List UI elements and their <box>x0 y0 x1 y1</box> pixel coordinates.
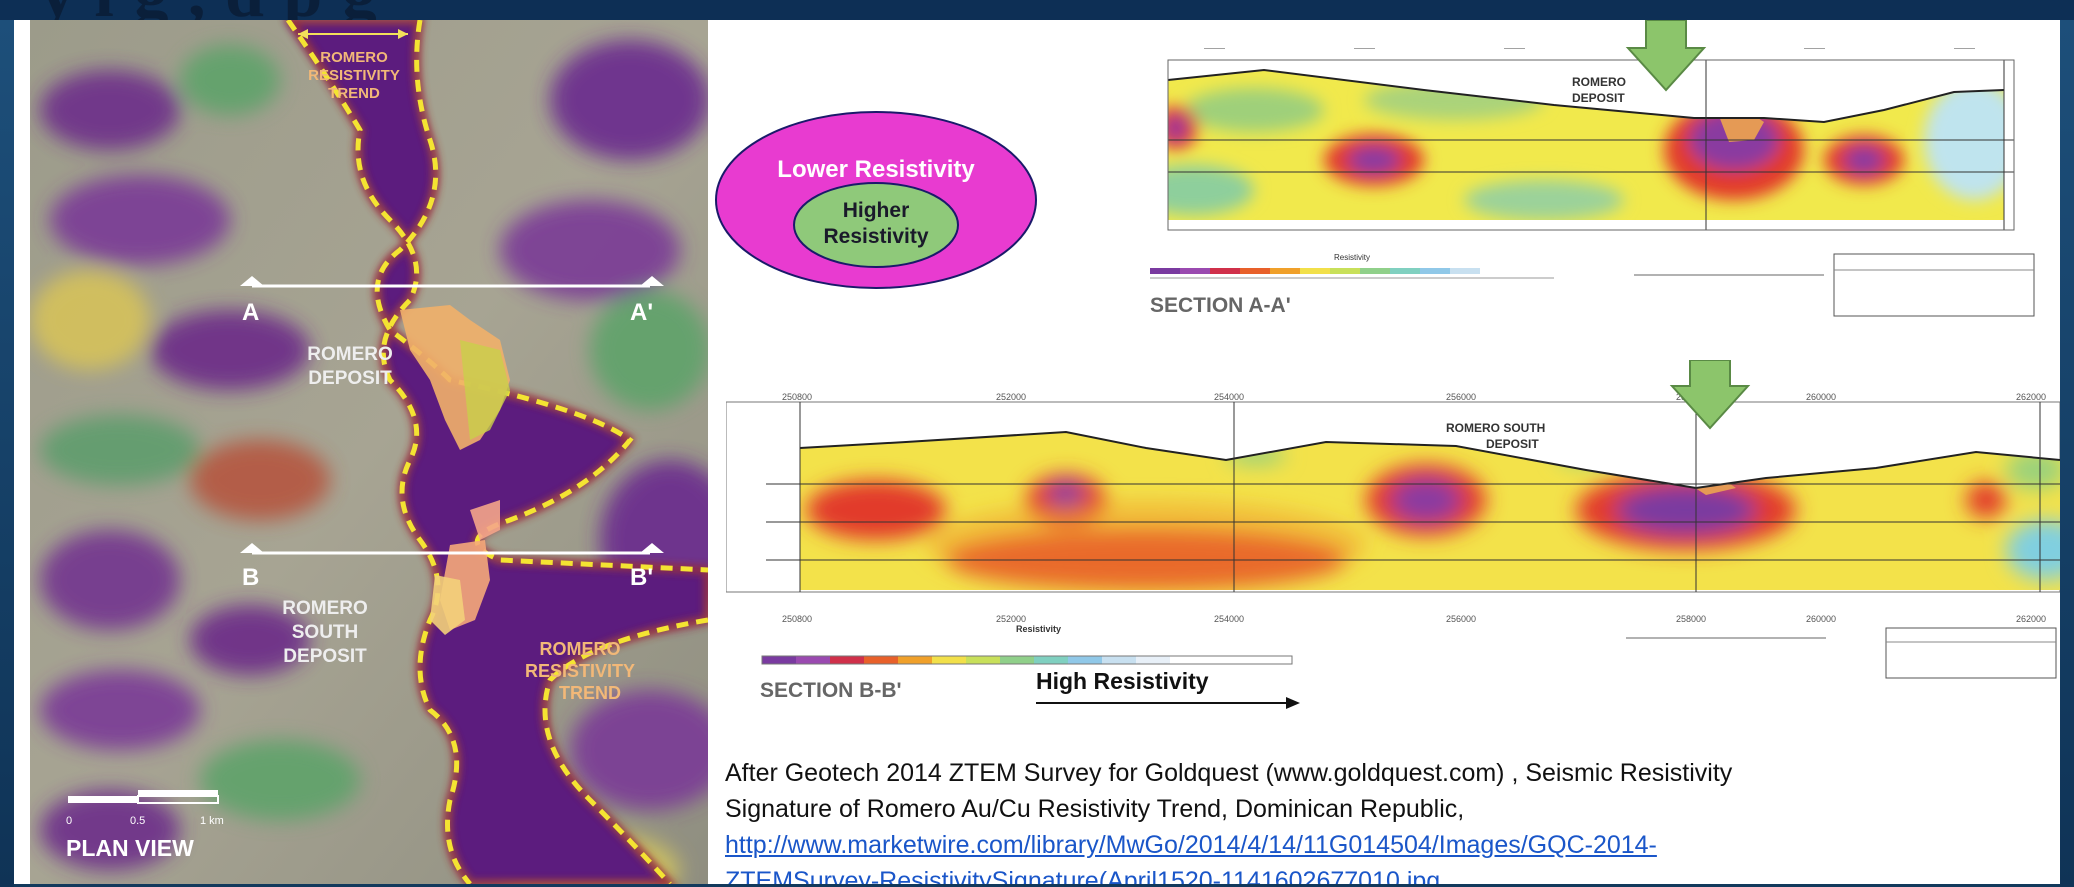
section-a-panel: —————————————————— <box>1150 20 2035 317</box>
trend-top-label-1: ROMERO <box>320 49 388 66</box>
section-b-top-ticks: 250800 252000 254000 256000 258000 26000… <box>782 392 2046 402</box>
caption-line-1: After Geotech 2014 ZTEM Survey for Goldq… <box>725 759 1733 787</box>
plan-view-map: A A' B B' ROMERO DEPOSIT ROMERO SOUTH DE… <box>30 20 708 884</box>
label-a-prime: A' <box>630 299 653 326</box>
top-tick-7: 262000 <box>2016 392 2046 402</box>
bottom-tick-2: 252000 <box>996 614 1026 624</box>
high-resistivity-label: High Resistivity <box>1036 668 1209 694</box>
section-b-panel: 250800 252000 254000 256000 258000 26000… <box>726 360 2060 709</box>
resistivity-legend: Lower Resistivity Higher Resistivity <box>715 111 1037 289</box>
title-fragment: y l g , d p g <box>40 0 378 20</box>
higher-resistivity-ellipse <box>793 182 959 268</box>
trend-bottom-label-1: ROMERO <box>540 639 621 659</box>
caption-link-line-2[interactable]: ZTEMSurvey-ResistivitySignature(April152… <box>725 867 1441 884</box>
svg-text:———: ——— <box>1504 45 1525 52</box>
caption-link-line-1[interactable]: http://www.marketwire.com/library/MwGo/2… <box>725 831 1657 859</box>
section-a-title: SECTION A-A' <box>1150 294 1291 317</box>
bottom-tick-1: 250800 <box>782 614 812 624</box>
trend-top-label-2: RESISTIVITY <box>308 67 400 84</box>
higher-label: Higher <box>843 199 910 222</box>
romero-south-arrow <box>1669 360 1751 430</box>
deposit-b-label-2: SOUTH <box>292 622 359 643</box>
deposit-a-label-2: DEPOSIT <box>308 368 392 389</box>
section-b-colorbar <box>762 656 1170 664</box>
scale-label-0: 0 <box>66 815 72 827</box>
deposit-b-label-3: DEPOSIT <box>283 646 367 667</box>
bottom-tick-5: 258000 <box>1676 614 1706 624</box>
lower-resistivity-label: Lower Resistivity <box>777 156 975 183</box>
scale-label-1km: 1 km <box>200 815 224 827</box>
deposit-a-label-1: ROMERO <box>307 344 393 365</box>
label-b-prime: B' <box>630 564 653 591</box>
svg-text:———: ——— <box>1954 45 1975 52</box>
trend-bottom-label-3: TREND <box>559 683 621 703</box>
svg-text:———: ——— <box>1204 45 1225 52</box>
top-tick-1: 250800 <box>782 392 812 402</box>
top-tick-4: 256000 <box>1446 392 1476 402</box>
deposit-b-label-1: ROMERO <box>282 598 368 619</box>
svg-text:———: ——— <box>1804 45 1825 52</box>
romero-deposit-arrow <box>1625 20 1707 92</box>
slide-border-right <box>2060 20 2074 887</box>
bottom-tick-3: 254000 <box>1214 614 1244 624</box>
plan-view-label: PLAN VIEW <box>66 835 194 861</box>
bottom-tick-7: 262000 <box>2016 614 2046 624</box>
title-band: y l g , d p g <box>0 0 2074 20</box>
caption-line-2: Signature of Romero Au/Cu Resistivity Tr… <box>725 795 1465 823</box>
slide-border-left <box>0 20 14 887</box>
bottom-tick-4: 256000 <box>1446 614 1476 624</box>
label-b: B <box>242 564 259 591</box>
label-a: A <box>242 299 259 326</box>
resistivity-label: Resistivity <box>823 225 928 248</box>
trend-bottom-label-2: RESISTIVITY <box>525 661 635 681</box>
section-b-deposit-label-1: ROMERO SOUTH <box>1446 421 1545 435</box>
section-a-colorbar <box>1150 268 1480 274</box>
top-tick-2: 252000 <box>996 392 1026 402</box>
top-tick-6: 260000 <box>1806 392 1836 402</box>
bottom-tick-6: 260000 <box>1806 614 1836 624</box>
section-b-bottom-ticks: 250800 252000 254000 256000 258000 26000… <box>782 614 2046 624</box>
section-a-deposit-label-2: DEPOSIT <box>1572 91 1625 105</box>
scale-label-half: 0.5 <box>130 815 145 827</box>
top-tick-3: 254000 <box>1214 392 1244 402</box>
section-a-deposit-label-1: ROMERO <box>1572 75 1626 89</box>
slide: A A' B B' ROMERO DEPOSIT ROMERO SOUTH DE… <box>14 20 2060 884</box>
source-caption: After Geotech 2014 ZTEM Survey for Goldq… <box>725 755 2045 884</box>
section-b-deposit-label-2: DEPOSIT <box>1486 437 1539 451</box>
trend-top-label-3: TREND <box>328 85 380 102</box>
svg-text:———: ——— <box>1354 45 1375 52</box>
section-b-title: SECTION B-B' <box>760 679 902 702</box>
section-a-colorbar-title: Resistivity <box>1334 253 1370 262</box>
section-b-colorbar-title: Resistivity <box>1016 624 1061 634</box>
